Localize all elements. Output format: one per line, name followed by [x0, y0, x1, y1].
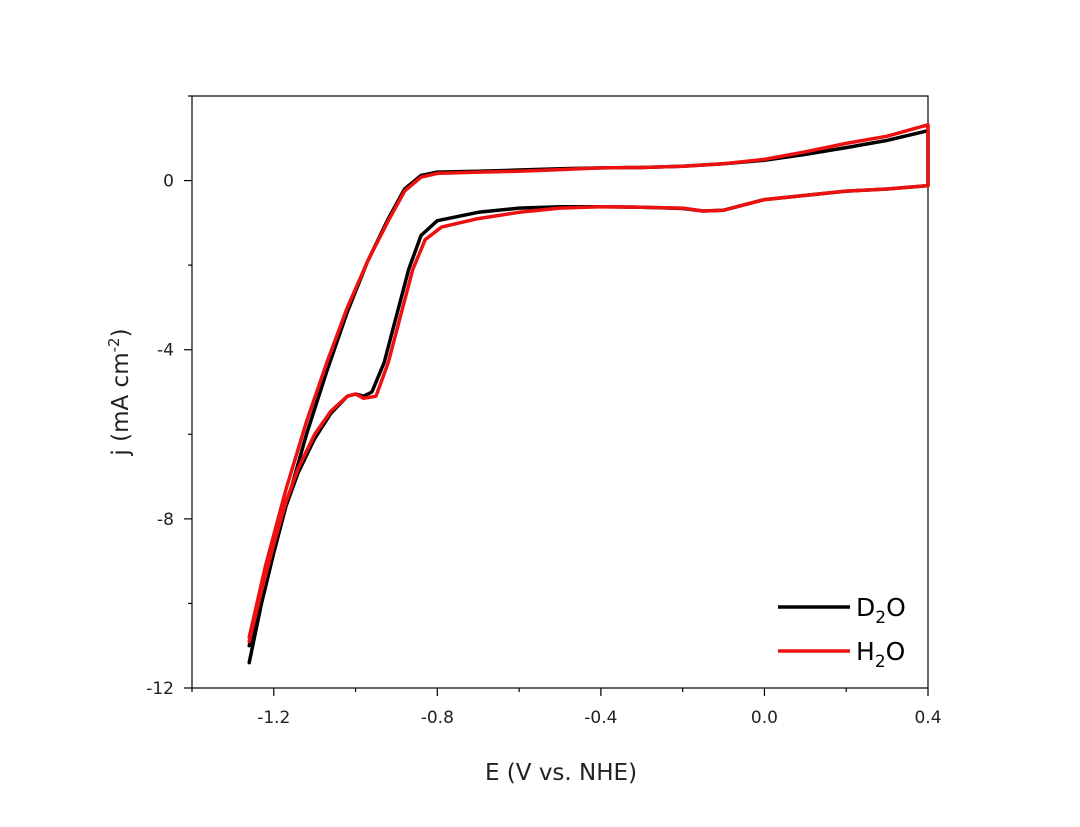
y-tick-label: -12 — [146, 679, 174, 699]
y-axis-title-tail: ) — [108, 328, 134, 337]
ticks-layer: -1.2 -0.8 -0.4 0.0 0.4 0 -4 -8 -12 — [146, 95, 942, 728]
legend-label-h2o-sub: 2 — [875, 652, 886, 672]
legend-label-h2o-tail: O — [886, 637, 906, 666]
legend-label-d2o: D2O — [856, 593, 906, 628]
x-tick-label: 0.0 — [751, 708, 778, 728]
y-axis-title-sup: -2 — [105, 337, 123, 352]
series-layer — [247, 123, 930, 665]
plot-area — [191, 95, 929, 689]
legend-label-d2o-sub: 2 — [875, 608, 886, 628]
legend-label-h2o: H2O — [856, 637, 905, 672]
y-axis-title: j (mA cm-2) — [105, 328, 134, 456]
plot-frame — [191, 95, 929, 689]
legend: D2O H2O — [778, 593, 906, 672]
series-line-h2o — [247, 123, 930, 644]
x-axis-title: E (V vs. NHE) — [485, 760, 637, 786]
x-tick-label: 0.4 — [914, 708, 941, 728]
y-axis-title-base: j (mA cm — [108, 352, 134, 456]
y-tick-label: -4 — [157, 341, 174, 361]
legend-label-d2o-tail: O — [886, 593, 906, 622]
x-tick-label: -0.8 — [421, 708, 454, 728]
legend-label-d2o-base: D — [856, 593, 875, 622]
y-tick-label: -8 — [157, 510, 174, 530]
x-tick-label: -1.2 — [257, 708, 290, 728]
legend-label-h2o-base: H — [856, 637, 875, 666]
y-tick-label: 0 — [163, 172, 174, 192]
x-tick-label: -0.4 — [584, 708, 617, 728]
